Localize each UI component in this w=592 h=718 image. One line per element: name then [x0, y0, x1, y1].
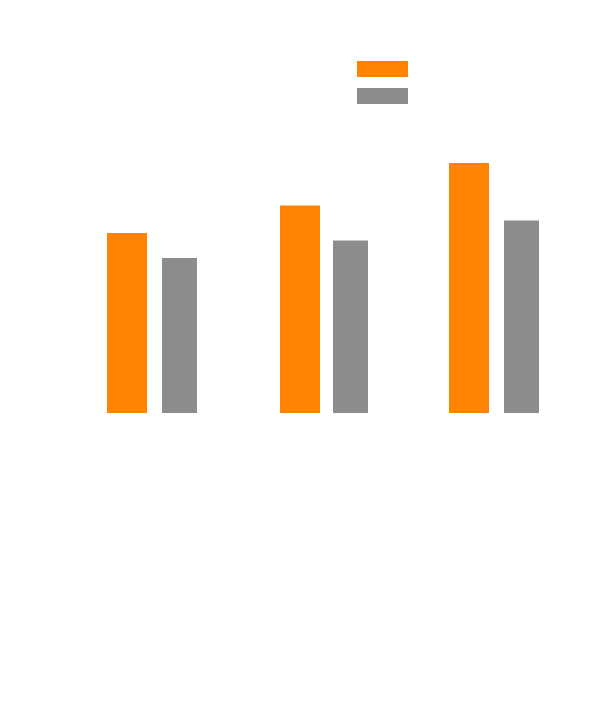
chart-legend: [357, 61, 414, 104]
bar-series-1-category-3: [449, 163, 489, 413]
legend-item-series-1: [357, 61, 414, 77]
bar-group: [107, 163, 539, 413]
bar-series-2-category-1: [162, 258, 197, 413]
legend-swatch-series-2: [357, 88, 408, 104]
legend-swatch-series-1: [357, 61, 408, 77]
legend-item-series-2: [357, 88, 414, 104]
bar-series-1-category-1: [107, 233, 147, 413]
bar-series-2-category-3: [504, 220, 539, 413]
bar-series-1-category-2: [280, 205, 320, 413]
bar-series-2-category-2: [333, 240, 368, 413]
